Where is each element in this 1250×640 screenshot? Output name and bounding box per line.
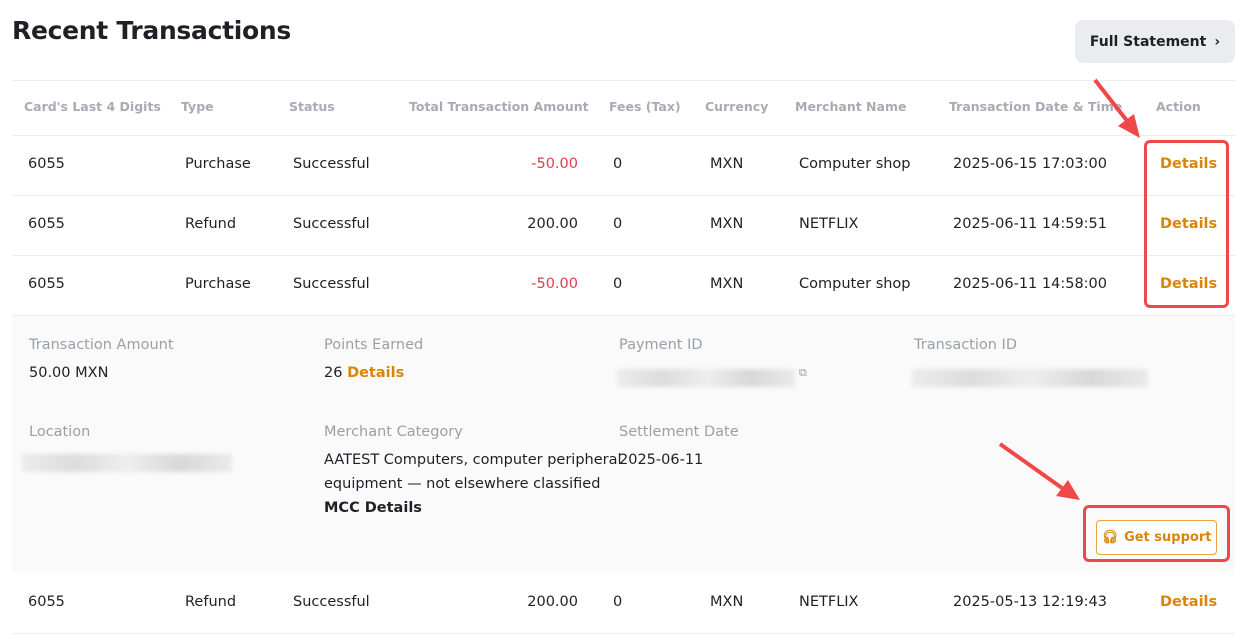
cell-fees: 0 bbox=[613, 594, 623, 610]
mcc-details-link[interactable]: MCC Details bbox=[324, 500, 422, 516]
cell-amount: 200.00 bbox=[527, 594, 578, 610]
annotation-box-support bbox=[1083, 505, 1230, 562]
arrow-head-icon bbox=[1056, 480, 1080, 500]
annotation-box-details bbox=[1144, 140, 1229, 308]
cell-status: Successful bbox=[293, 216, 370, 232]
col-datetime: Transaction Date & Time bbox=[949, 99, 1123, 114]
merchant-category-line1: AATEST Computers, computer peripheral bbox=[324, 452, 622, 468]
cell-datetime: 2025-06-11 14:59:51 bbox=[953, 216, 1107, 232]
location-label: Location bbox=[29, 424, 91, 440]
cell-datetime: 2025-05-13 12:19:43 bbox=[953, 594, 1107, 610]
arrow-icon bbox=[998, 442, 1064, 490]
col-status: Status bbox=[289, 99, 335, 114]
cell-status: Successful bbox=[293, 156, 370, 172]
cell-amount: -50.00 bbox=[531, 276, 578, 292]
details-link[interactable]: Details bbox=[1160, 594, 1218, 610]
cell-card: 6055 bbox=[28, 594, 65, 610]
arrow-icon bbox=[1093, 78, 1130, 124]
headset-icon: 🎧︎ bbox=[1101, 530, 1119, 545]
full-statement-button[interactable]: Full Statement › bbox=[1075, 20, 1235, 63]
cell-currency: MXN bbox=[710, 276, 744, 292]
cell-type: Refund bbox=[185, 216, 237, 232]
cell-card: 6055 bbox=[28, 156, 65, 172]
row-divider bbox=[12, 315, 1235, 316]
points-value: 26 bbox=[324, 365, 343, 381]
col-amount: Total Transaction Amount bbox=[409, 99, 589, 114]
cell-status: Successful bbox=[293, 276, 370, 292]
cell-datetime: 2025-06-11 14:58:00 bbox=[953, 276, 1107, 292]
cell-datetime: 2025-06-15 17:03:00 bbox=[953, 156, 1107, 172]
cell-status: Successful bbox=[293, 594, 370, 610]
col-action: Action bbox=[1156, 99, 1201, 114]
row-divider bbox=[12, 633, 1235, 634]
transaction-amount-label: Transaction Amount bbox=[29, 337, 174, 353]
copy-icon[interactable]: ⧉ bbox=[799, 366, 807, 379]
transaction-amount: 50.00 MXN bbox=[29, 365, 109, 381]
col-merchant: Merchant Name bbox=[795, 99, 907, 114]
merchant-category-line2: equipment — not elsewhere classified bbox=[324, 476, 601, 492]
cell-type: Refund bbox=[185, 594, 237, 610]
points-details-link[interactable]: Details bbox=[347, 365, 405, 381]
transaction-details-panel: Transaction Amount 50.00 MXN Points Earn… bbox=[12, 316, 1235, 573]
row-divider bbox=[12, 255, 1235, 256]
col-type: Type bbox=[181, 99, 214, 114]
arrow-head-icon bbox=[1118, 114, 1140, 138]
transaction-id-redacted bbox=[912, 369, 1148, 387]
cell-fees: 0 bbox=[613, 156, 623, 172]
cell-merchant: NETFLIX bbox=[799, 216, 859, 232]
points-label: Points Earned bbox=[324, 337, 424, 353]
payment-id-label: Payment ID bbox=[619, 337, 703, 353]
settlement-date-label: Settlement Date bbox=[619, 424, 739, 440]
details-link[interactable]: Details bbox=[1160, 156, 1218, 172]
cell-card: 6055 bbox=[28, 276, 65, 292]
chevron-right-icon: › bbox=[1214, 33, 1221, 50]
payment-id-redacted bbox=[617, 369, 795, 387]
settlement-date: 2025-06-11 bbox=[619, 452, 704, 468]
cell-currency: MXN bbox=[710, 156, 744, 172]
page-title: Recent Transactions bbox=[12, 16, 291, 45]
cell-currency: MXN bbox=[710, 216, 744, 232]
row-divider bbox=[12, 195, 1235, 196]
divider bbox=[12, 135, 1235, 136]
details-link[interactable]: Details bbox=[1160, 276, 1218, 292]
cell-amount: -50.00 bbox=[531, 156, 578, 172]
get-support-label: Get support bbox=[1124, 530, 1212, 545]
cell-amount: 200.00 bbox=[527, 216, 578, 232]
details-link[interactable]: Details bbox=[1160, 216, 1218, 232]
transaction-id-label: Transaction ID bbox=[914, 337, 1018, 353]
cell-merchant: Computer shop bbox=[799, 276, 911, 292]
cell-card: 6055 bbox=[28, 216, 65, 232]
cell-currency: MXN bbox=[710, 594, 744, 610]
cell-fees: 0 bbox=[613, 216, 623, 232]
cell-fees: 0 bbox=[613, 276, 623, 292]
cell-type: Purchase bbox=[185, 156, 251, 172]
cell-merchant: NETFLIX bbox=[799, 594, 859, 610]
col-card: Card's Last 4 Digits bbox=[24, 99, 161, 114]
cell-merchant: Computer shop bbox=[799, 156, 911, 172]
cell-type: Purchase bbox=[185, 276, 251, 292]
get-support-button[interactable]: 🎧︎ Get support bbox=[1096, 520, 1217, 555]
full-statement-label: Full Statement bbox=[1089, 33, 1207, 50]
col-currency: Currency bbox=[705, 99, 769, 114]
location-redacted bbox=[22, 454, 232, 472]
col-fees: Fees (Tax) bbox=[609, 99, 681, 114]
merchant-category-label: Merchant Category bbox=[324, 424, 463, 440]
divider bbox=[12, 80, 1235, 81]
